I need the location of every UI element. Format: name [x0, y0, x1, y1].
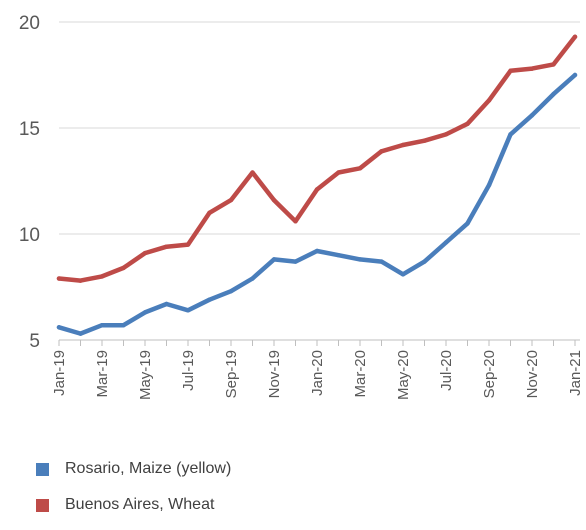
data-point-maize-nov-20: [529, 113, 535, 118]
data-point-wheat-jan-19: [56, 276, 62, 281]
data-point-wheat-nov-19: [271, 197, 277, 203]
data-point-maize-dec-19: [293, 259, 298, 264]
y-axis-tick-labels: 5 10 15 20: [19, 13, 40, 352]
legend: Rosario, Maize (yellow) Buenos Aires, Wh…: [36, 458, 231, 530]
line-chart: 5 10 15 20 Jan-19 Mar-19 May-19 Jul-19 Sep-19 No…: [19, 13, 584, 400]
x-tick-label-jul-19: Jul-19: [180, 350, 197, 391]
legend-item-maize: Rosario, Maize (yellow): [36, 458, 231, 480]
data-point-maize-jul-19: [185, 308, 191, 313]
data-point-maize-aug-20: [465, 221, 470, 226]
x-tick-label-sep-20: Sep-20: [481, 350, 498, 398]
legend-item-wheat: Buenos Aires, Wheat: [36, 494, 231, 516]
data-point-maize-jul-20: [443, 240, 449, 245]
y-tick-label-15: 15: [19, 119, 40, 140]
y-tick-label-5: 5: [29, 331, 40, 352]
data-point-wheat-jul-19: [185, 242, 191, 247]
data-point-wheat-oct-19: [250, 170, 255, 175]
x-tick-label-jan-21: Jan-21: [567, 350, 584, 396]
series-line-maize: [56, 72, 578, 336]
data-point-maize-mar-19: [99, 322, 105, 328]
data-point-maize-feb-19: [78, 331, 83, 336]
x-tick-label-mar-20: Mar-20: [352, 350, 369, 398]
data-point-wheat-jan-20: [314, 187, 320, 192]
data-point-maize-jan-19: [56, 325, 62, 330]
data-point-maize-jun-19: [164, 301, 169, 307]
data-point-wheat-oct-20: [508, 68, 513, 73]
y-tick-label-10: 10: [19, 225, 40, 246]
data-point-maize-sep-20: [486, 183, 492, 188]
x-tick-label-jan-19: Jan-19: [51, 350, 68, 396]
data-point-maize-mar-20: [357, 257, 363, 262]
data-point-maize-may-20: [400, 272, 406, 277]
data-point-maize-apr-20: [379, 259, 384, 264]
data-point-maize-jan-20: [314, 248, 320, 254]
data-point-maize-jun-20: [422, 259, 427, 264]
data-point-maize-oct-20: [508, 132, 513, 137]
data-point-wheat-jan-21: [572, 34, 578, 40]
series-line-wheat: [56, 34, 578, 283]
data-point-maize-may-19: [142, 310, 148, 315]
y-tick-label-20: 20: [19, 13, 40, 34]
data-point-wheat-feb-20: [336, 170, 341, 175]
legend-label-maize: Rosario, Maize (yellow): [65, 460, 232, 477]
data-point-maize-oct-19: [250, 276, 255, 281]
data-point-maize-sep-19: [228, 289, 234, 294]
x-tick-label-sep-19: Sep-19: [223, 350, 240, 398]
data-point-maize-apr-19: [121, 322, 126, 328]
x-tick-label-nov-19: Nov-19: [266, 350, 283, 398]
data-point-maize-nov-19: [271, 257, 277, 262]
data-point-wheat-nov-20: [529, 66, 535, 71]
data-point-wheat-apr-19: [121, 265, 126, 271]
x-axis: [58, 340, 576, 346]
data-point-wheat-feb-19: [78, 278, 83, 283]
data-point-wheat-dec-19: [293, 219, 298, 224]
series-lines: [56, 34, 578, 336]
data-point-wheat-may-20: [400, 142, 406, 148]
data-point-wheat-may-19: [142, 250, 148, 256]
data-point-maize-feb-20: [336, 253, 341, 258]
gridlines: [59, 21, 580, 341]
data-point-wheat-sep-20: [486, 98, 492, 103]
data-point-maize-aug-19: [207, 297, 212, 302]
x-tick-label-jan-20: Jan-20: [309, 350, 326, 396]
x-tick-label-mar-19: Mar-19: [94, 350, 111, 398]
data-point-wheat-jun-19: [164, 244, 169, 249]
x-tick-label-nov-20: Nov-20: [524, 350, 541, 398]
x-tick-label-jul-20: Jul-20: [438, 350, 455, 391]
data-point-wheat-jun-20: [422, 138, 427, 143]
data-point-wheat-aug-20: [465, 121, 470, 126]
data-point-maize-jan-21: [572, 72, 578, 78]
data-point-wheat-dec-20: [551, 62, 556, 67]
data-point-wheat-jul-20: [443, 132, 449, 137]
data-point-maize-dec-20: [551, 91, 556, 97]
data-point-wheat-aug-19: [207, 210, 212, 215]
x-axis-tick-labels: Jan-19 Mar-19 May-19 Jul-19 Sep-19 Nov-19 Jan-…: [51, 350, 584, 400]
data-point-wheat-mar-19: [99, 274, 105, 279]
legend-swatch-wheat: [36, 498, 49, 512]
data-point-wheat-mar-20: [357, 166, 363, 171]
x-tick-label-may-19: May-19: [137, 350, 154, 400]
legend-swatch-maize: [36, 462, 49, 476]
legend-label-wheat: Buenos Aires, Wheat: [65, 496, 215, 513]
x-tick-label-may-20: May-20: [395, 350, 412, 400]
data-point-wheat-apr-20: [379, 149, 384, 154]
data-point-wheat-sep-19: [228, 197, 234, 203]
